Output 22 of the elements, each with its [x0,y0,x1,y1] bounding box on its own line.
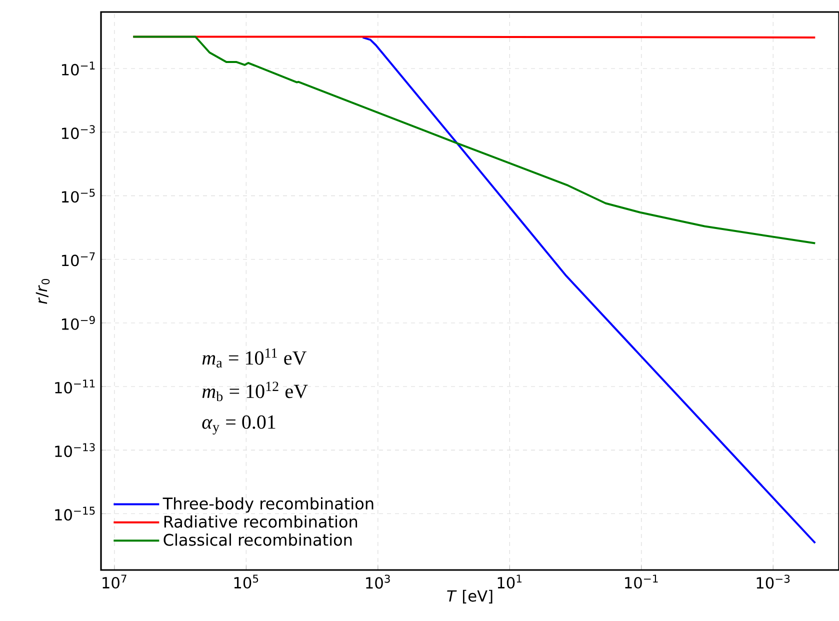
y-tick-label: 10$^{−1}$ [62,62,95,76]
y-axis-title: r/r$_{0}$ [36,278,50,304]
y-tick-label: 10$^{−9}$ [62,316,95,330]
y-tick-label: 10$^{−11}$ [55,380,95,394]
legend-label: Classical recombination [164,534,352,546]
y-tick-label: 10$^{−15}$ [55,506,95,521]
y-tick-label: 10$^{−5}$ [62,188,95,203]
x-tick-label: 10$^{7}$ [102,574,126,589]
x-tick-label: 10$^{1}$ [498,574,522,589]
x-tick-label: 10$^{−3}$ [756,574,790,589]
annotation: m$_{a}$ = 10$^{11}$ eV [202,348,306,368]
x-tick-label: 10$^{3}$ [366,574,390,589]
x-tick-label: 10$^{−1}$ [625,574,658,589]
legend-label: Three-body recombination [162,497,374,513]
x-axis-title: T [eV] [447,590,492,604]
annotation: α$_{y}$ = 0.01 [202,415,276,435]
annotation: m$_{b}$ = 10$^{12}$ eV [202,382,308,402]
legend-label: Radiative recombination [164,515,358,528]
x-tick-label: 10$^{5}$ [234,574,258,589]
y-tick-label: 10$^{−7}$ [62,252,95,266]
y-tick-label: 10$^{−13}$ [55,443,95,458]
y-tick-label: 10$^{−3}$ [62,125,95,140]
